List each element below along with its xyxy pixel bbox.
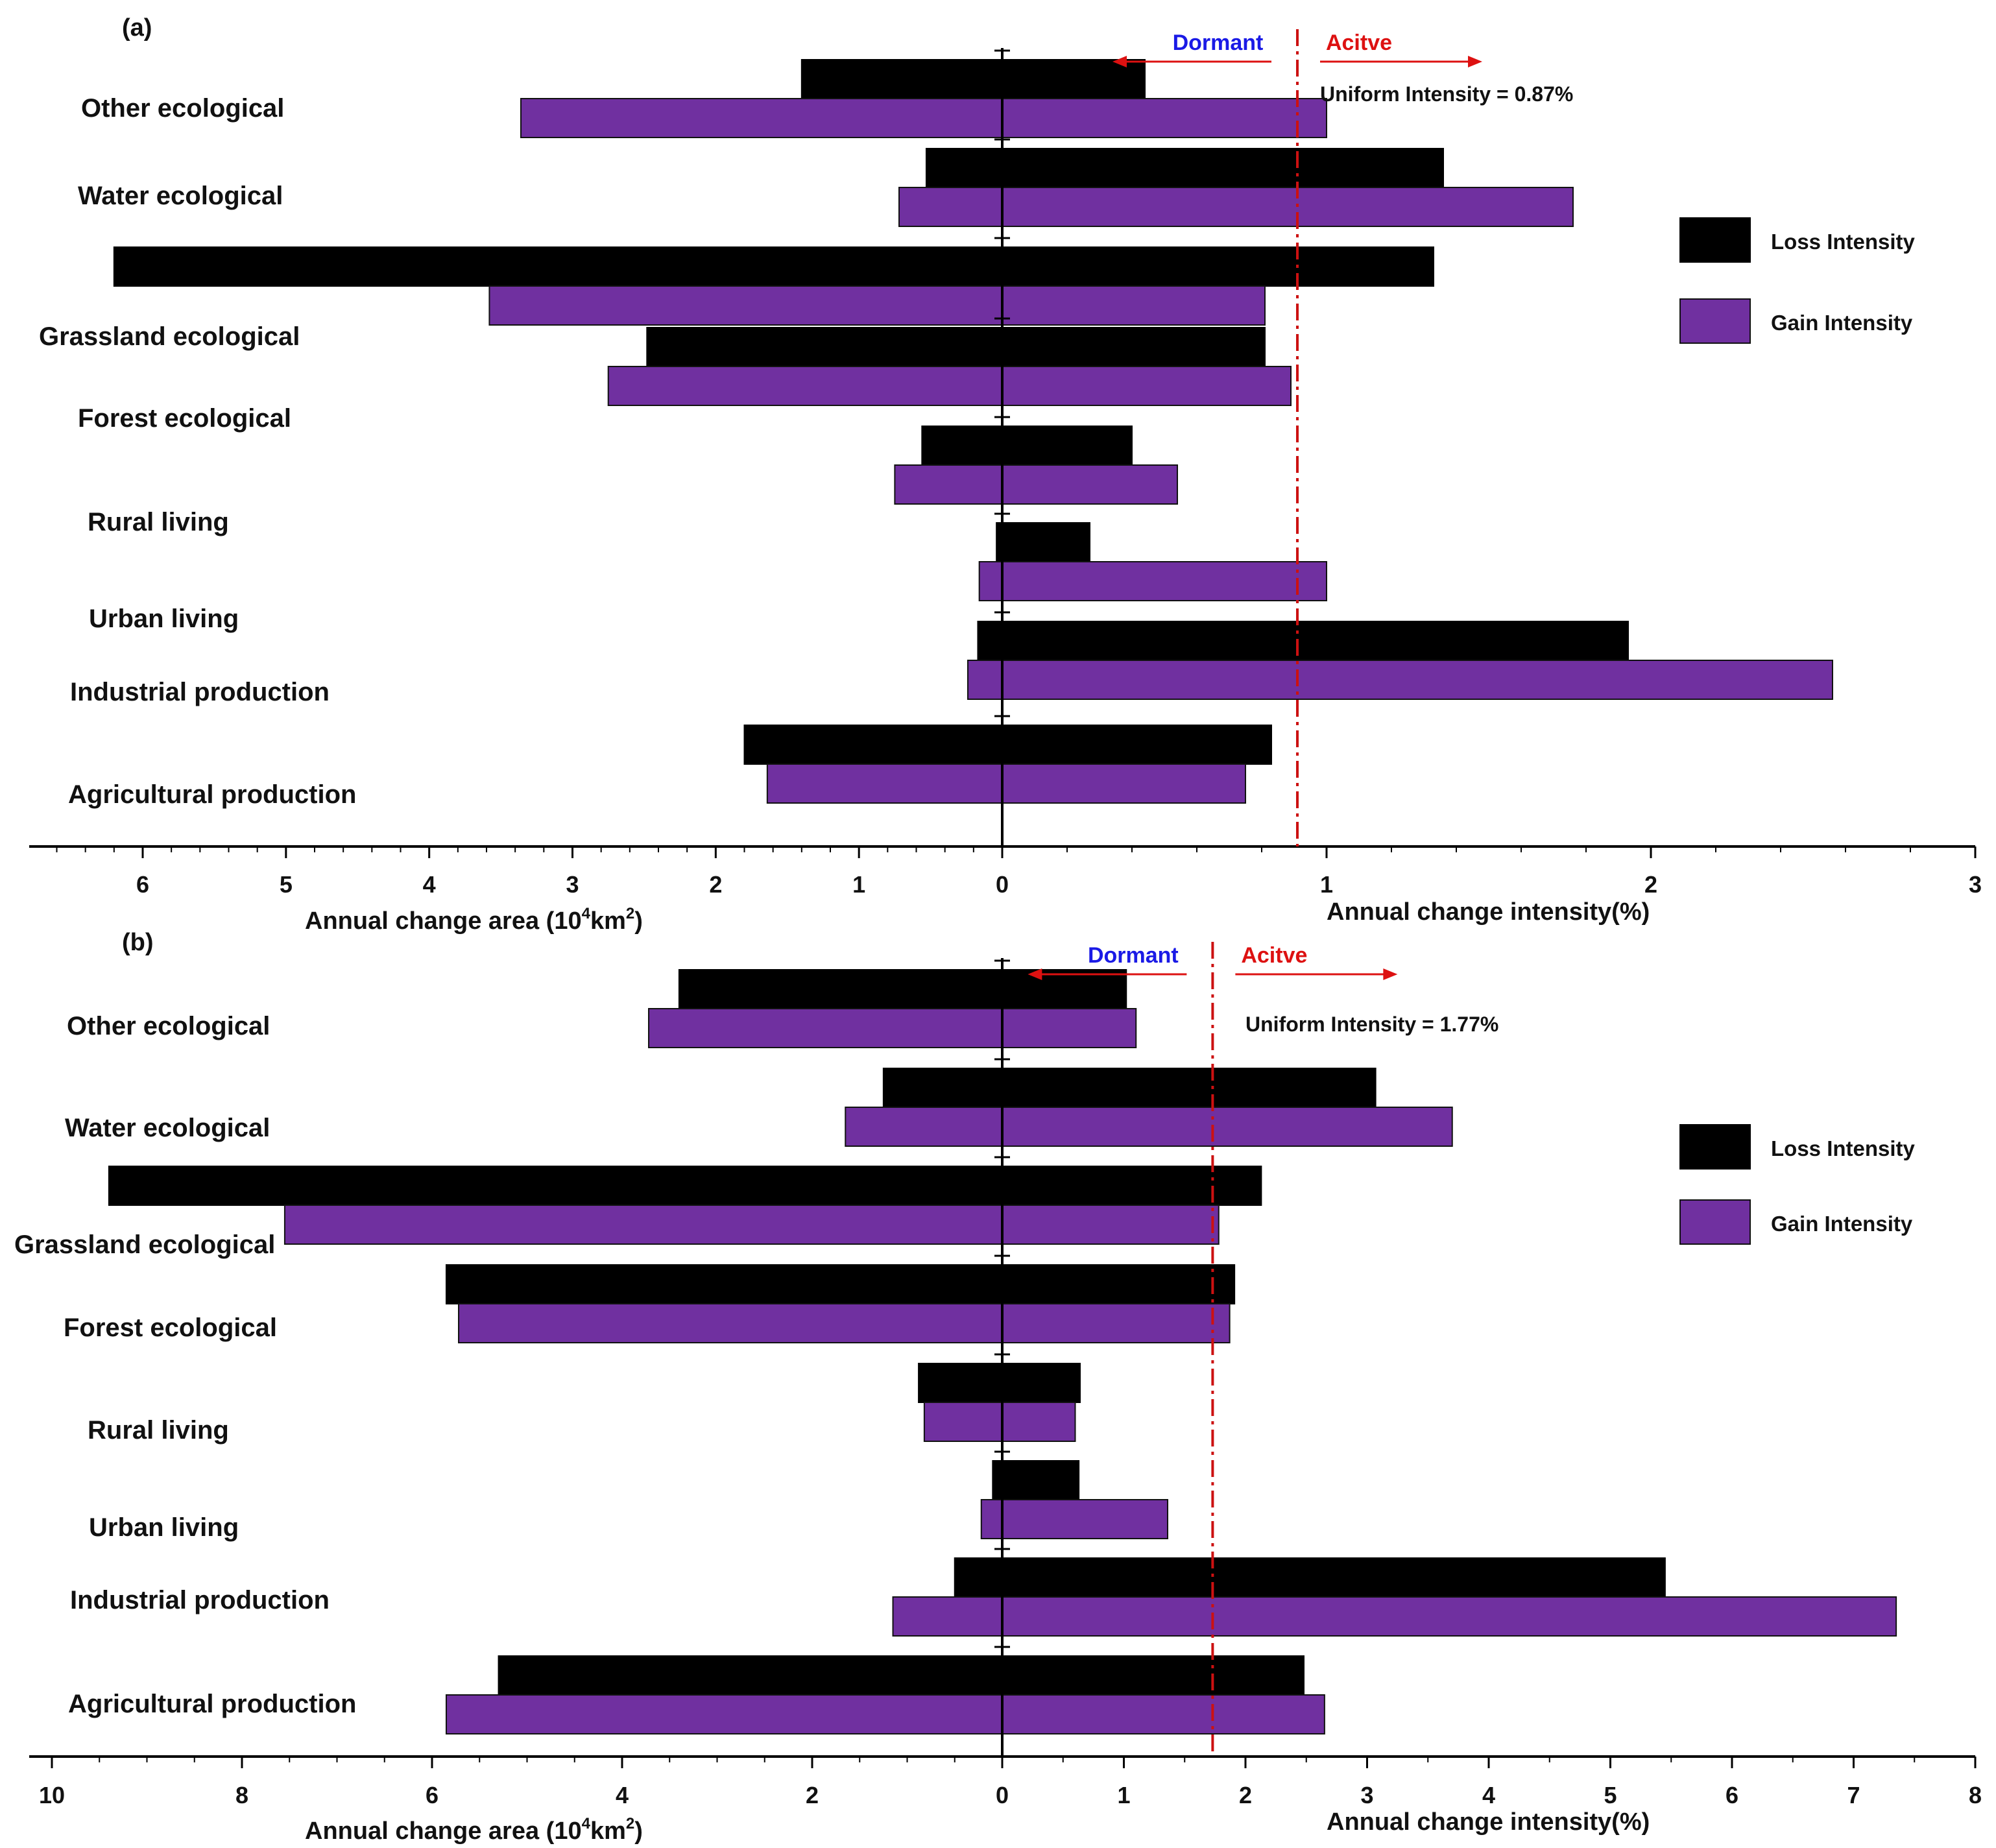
active-label: Acitve bbox=[1326, 30, 1392, 55]
left-axis-label: Annual change area (104km2) bbox=[305, 905, 643, 935]
bar-loss-1 bbox=[678, 969, 1127, 1009]
right-tick-label: 4 bbox=[1482, 1782, 1495, 1808]
legend-gain-label: Gain Intensity bbox=[1771, 311, 1913, 335]
left-tick-label: 3 bbox=[566, 871, 579, 898]
right-tick-label: 3 bbox=[1969, 871, 1982, 898]
category-label: Urban living bbox=[89, 605, 239, 633]
left-tick-label: 0 bbox=[996, 1782, 1009, 1808]
uniform-intensity-text: Uniform Intensity = 1.77% bbox=[1245, 1013, 1498, 1036]
category-label: Industrial production bbox=[70, 678, 330, 706]
category-label: Grassland ecological bbox=[14, 1230, 275, 1259]
panel-a: (a) Other ecological Water ecological Grass… bbox=[29, 14, 1982, 935]
right-axis-label: Annual change intensity(%) bbox=[1327, 898, 1650, 926]
bar-loss-4 bbox=[646, 327, 1266, 367]
bar-gain-2 bbox=[845, 1107, 1453, 1147]
bar-gain-1 bbox=[648, 1008, 1137, 1048]
legend-gain-swatch bbox=[1679, 1199, 1751, 1245]
left-tick-label: 4 bbox=[616, 1782, 629, 1808]
category-label: Other ecological bbox=[81, 94, 284, 123]
legend-loss-swatch bbox=[1679, 217, 1751, 263]
bar-loss-2 bbox=[925, 148, 1445, 188]
left-tick-label: 2 bbox=[709, 871, 722, 898]
active-arrowhead bbox=[1383, 968, 1398, 980]
legend-loss-swatch bbox=[1679, 1124, 1751, 1170]
panel-label: (a) bbox=[122, 14, 152, 42]
legend-gain-swatch bbox=[1679, 298, 1751, 344]
bar-gain-2 bbox=[898, 187, 1574, 227]
dormant-arrowhead bbox=[1028, 968, 1042, 980]
left-tick-label: 1 bbox=[852, 871, 865, 898]
bar-loss-1 bbox=[800, 59, 1146, 99]
legend-loss-label: Loss Intensity bbox=[1771, 230, 1916, 254]
left-tick-label: 2 bbox=[806, 1782, 819, 1808]
bar-loss-8 bbox=[498, 1655, 1305, 1696]
bar-loss-5 bbox=[918, 1363, 1081, 1403]
bar-gain-3 bbox=[488, 285, 1266, 326]
left-tick-label: 5 bbox=[280, 871, 293, 898]
left-tick-label: 6 bbox=[426, 1782, 439, 1808]
right-tick-label: 3 bbox=[1360, 1782, 1373, 1808]
bar-loss-4 bbox=[445, 1264, 1236, 1304]
bar-loss-3 bbox=[108, 1166, 1262, 1206]
panel-label: (b) bbox=[122, 929, 154, 956]
bar-gain-4 bbox=[607, 366, 1292, 406]
right-tick-label: 1 bbox=[1320, 871, 1333, 898]
bar-loss-7 bbox=[977, 621, 1629, 661]
left-tick-label: 10 bbox=[39, 1782, 65, 1808]
active-label: Acitve bbox=[1241, 943, 1307, 968]
right-axis-label: Annual change intensity(%) bbox=[1327, 1808, 1650, 1836]
bar-gain-5 bbox=[894, 464, 1178, 505]
category-label: Water ecological bbox=[78, 182, 283, 210]
category-label: Water ecological bbox=[65, 1114, 270, 1142]
bar-gain-8 bbox=[766, 763, 1247, 804]
right-tick-label: 6 bbox=[1725, 1782, 1738, 1808]
left-tick-label: 6 bbox=[136, 871, 149, 898]
bar-loss-2 bbox=[882, 1068, 1377, 1108]
bar-gain-1 bbox=[520, 98, 1327, 138]
left-tick-label: 0 bbox=[996, 871, 1009, 898]
category-label: Agricultural production bbox=[68, 1690, 356, 1718]
bar-gain-8 bbox=[445, 1694, 1325, 1734]
legend-loss-label: Loss Intensity bbox=[1771, 1136, 1916, 1160]
uniform-intensity-text: Uniform Intensity = 0.87% bbox=[1320, 82, 1573, 106]
right-tick-label: 5 bbox=[1604, 1782, 1617, 1808]
bar-gain-7 bbox=[892, 1596, 1897, 1637]
bar-loss-5 bbox=[921, 426, 1133, 466]
category-label: Agricultural production bbox=[68, 780, 356, 809]
category-label: Rural living bbox=[88, 508, 229, 536]
bar-gain-5 bbox=[923, 1402, 1076, 1442]
right-tick-label: 7 bbox=[1847, 1782, 1860, 1808]
bar-gain-6 bbox=[978, 561, 1327, 601]
right-tick-label: 2 bbox=[1239, 1782, 1252, 1808]
left-axis-label: Annual change area (104km2) bbox=[305, 1815, 643, 1845]
panel-b: (b) Other ecological Water ecological Grass… bbox=[14, 929, 1982, 1845]
dormant-label: Dormant bbox=[1173, 30, 1264, 55]
bar-gain-4 bbox=[458, 1303, 1231, 1343]
category-label: Rural living bbox=[88, 1416, 229, 1445]
bar-gain-3 bbox=[283, 1205, 1220, 1245]
category-label: Other ecological bbox=[67, 1012, 270, 1040]
category-label: Grassland ecological bbox=[39, 322, 300, 351]
bar-loss-6 bbox=[992, 1460, 1080, 1500]
bar-loss-3 bbox=[113, 246, 1434, 287]
category-label: Urban living bbox=[89, 1513, 239, 1542]
left-tick-label: 8 bbox=[235, 1782, 248, 1808]
right-tick-label: 1 bbox=[1117, 1782, 1130, 1808]
right-tick-label: 8 bbox=[1969, 1782, 1982, 1808]
bar-gain-7 bbox=[967, 660, 1833, 700]
bar-loss-8 bbox=[743, 725, 1272, 765]
bar-gain-6 bbox=[980, 1499, 1169, 1539]
left-tick-label: 4 bbox=[423, 871, 436, 898]
bar-loss-7 bbox=[954, 1557, 1666, 1598]
active-arrowhead bbox=[1468, 56, 1482, 67]
legend-gain-label: Gain Intensity bbox=[1771, 1212, 1913, 1236]
category-label: Forest ecological bbox=[78, 404, 291, 433]
dormant-arrowhead bbox=[1112, 56, 1127, 67]
category-label: Industrial production bbox=[70, 1586, 330, 1614]
category-label: Forest ecological bbox=[64, 1314, 277, 1342]
right-tick-label: 2 bbox=[1644, 871, 1657, 898]
dormant-label: Dormant bbox=[1088, 943, 1179, 968]
bar-loss-6 bbox=[996, 522, 1090, 562]
